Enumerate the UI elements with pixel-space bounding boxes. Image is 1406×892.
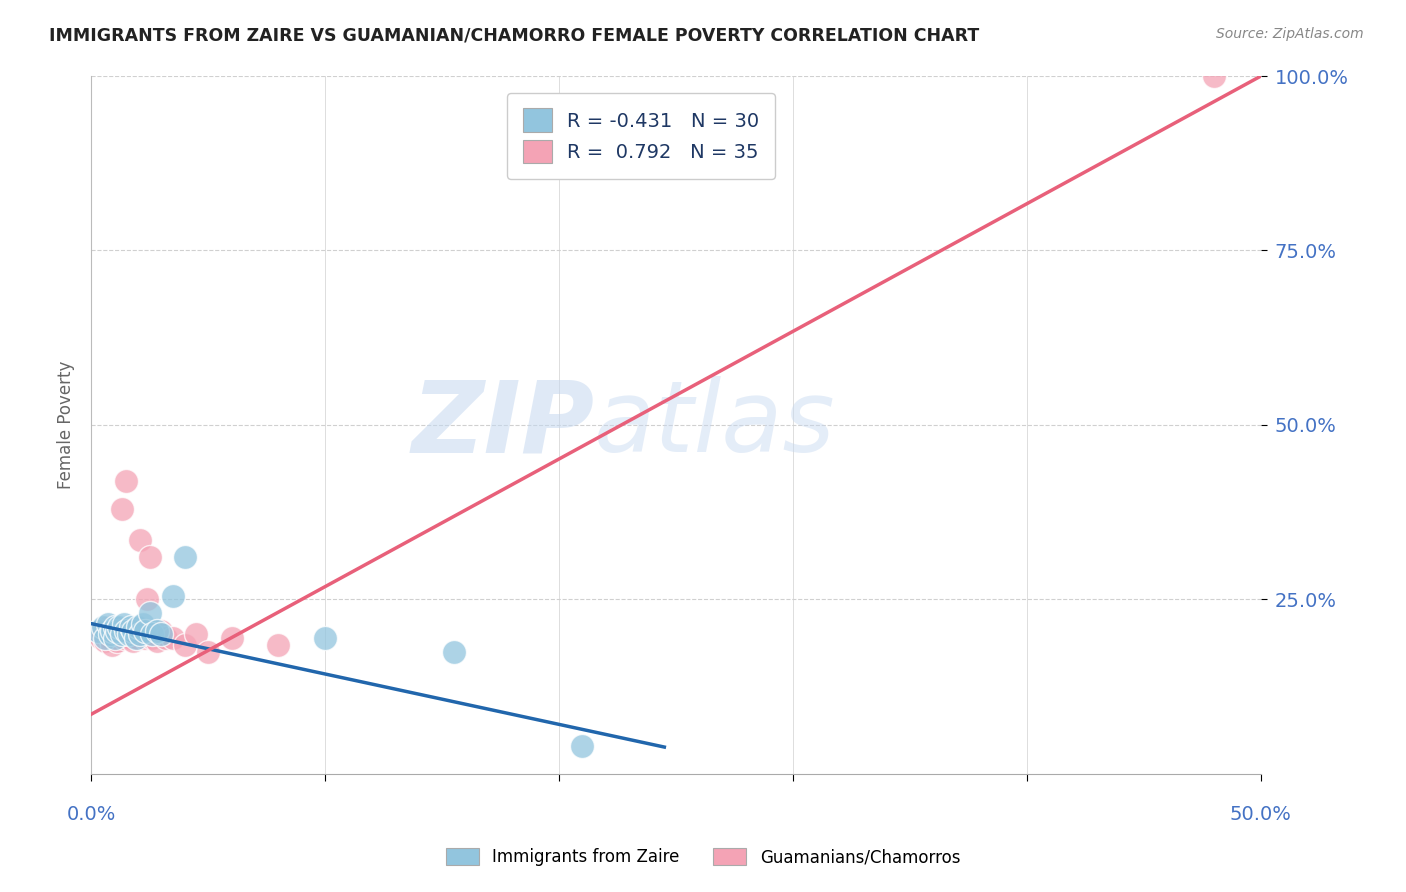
Point	[221, 631, 243, 645]
Point	[134, 624, 156, 638]
Point	[124, 624, 146, 638]
Text: atlas: atlas	[595, 376, 835, 474]
Point	[117, 627, 139, 641]
Point	[138, 606, 160, 620]
Point	[162, 589, 184, 603]
Point	[87, 624, 110, 638]
Point	[129, 627, 152, 641]
Point	[145, 624, 167, 638]
Text: ZIP: ZIP	[411, 376, 595, 474]
Point	[108, 627, 131, 641]
Point	[103, 631, 125, 645]
Point	[571, 739, 593, 753]
Point	[98, 627, 121, 641]
Legend: R = -0.431   N = 30, R =  0.792   N = 35: R = -0.431 N = 30, R = 0.792 N = 35	[508, 93, 775, 179]
Point	[141, 627, 163, 641]
Point	[1204, 69, 1226, 83]
Point	[134, 631, 156, 645]
Point	[267, 638, 290, 652]
Point	[96, 616, 118, 631]
Point	[127, 620, 149, 634]
Point	[122, 624, 145, 638]
Point	[115, 474, 138, 488]
Point	[150, 627, 173, 641]
Point	[94, 631, 117, 645]
Point	[89, 631, 111, 645]
Point	[122, 634, 145, 648]
Point	[131, 627, 153, 641]
Point	[155, 631, 177, 645]
Text: Source: ZipAtlas.com: Source: ZipAtlas.com	[1216, 27, 1364, 41]
Point	[173, 550, 195, 565]
Point	[127, 631, 149, 645]
Point	[112, 631, 135, 645]
Point	[120, 631, 142, 645]
Point	[96, 620, 118, 634]
Point	[124, 631, 146, 645]
Point	[120, 620, 142, 634]
Point	[173, 638, 195, 652]
Point	[115, 624, 138, 638]
Point	[443, 644, 465, 658]
Point	[87, 624, 110, 638]
Point	[105, 634, 128, 648]
Point	[110, 501, 132, 516]
Point	[131, 616, 153, 631]
Y-axis label: Female Poverty: Female Poverty	[58, 360, 75, 489]
Point	[186, 627, 208, 641]
Point	[101, 624, 124, 638]
Point	[91, 620, 114, 634]
Point	[162, 631, 184, 645]
Text: 50.0%: 50.0%	[1230, 805, 1292, 824]
Point	[129, 533, 152, 547]
Point	[110, 627, 132, 641]
Legend: Immigrants from Zaire, Guamanians/Chamorros: Immigrants from Zaire, Guamanians/Chamor…	[437, 840, 969, 875]
Point	[143, 627, 166, 641]
Point	[105, 624, 128, 638]
Point	[103, 624, 125, 638]
Point	[103, 620, 125, 634]
Text: 0.0%: 0.0%	[66, 805, 115, 824]
Point	[117, 627, 139, 641]
Point	[150, 624, 173, 638]
Point	[91, 627, 114, 641]
Point	[197, 644, 219, 658]
Point	[112, 616, 135, 631]
Point	[101, 638, 124, 652]
Point	[314, 631, 336, 645]
Point	[98, 631, 121, 645]
Point	[145, 634, 167, 648]
Point	[94, 634, 117, 648]
Point	[141, 631, 163, 645]
Point	[108, 620, 131, 634]
Point	[136, 592, 159, 607]
Text: IMMIGRANTS FROM ZAIRE VS GUAMANIAN/CHAMORRO FEMALE POVERTY CORRELATION CHART: IMMIGRANTS FROM ZAIRE VS GUAMANIAN/CHAMO…	[49, 27, 980, 45]
Point	[138, 550, 160, 565]
